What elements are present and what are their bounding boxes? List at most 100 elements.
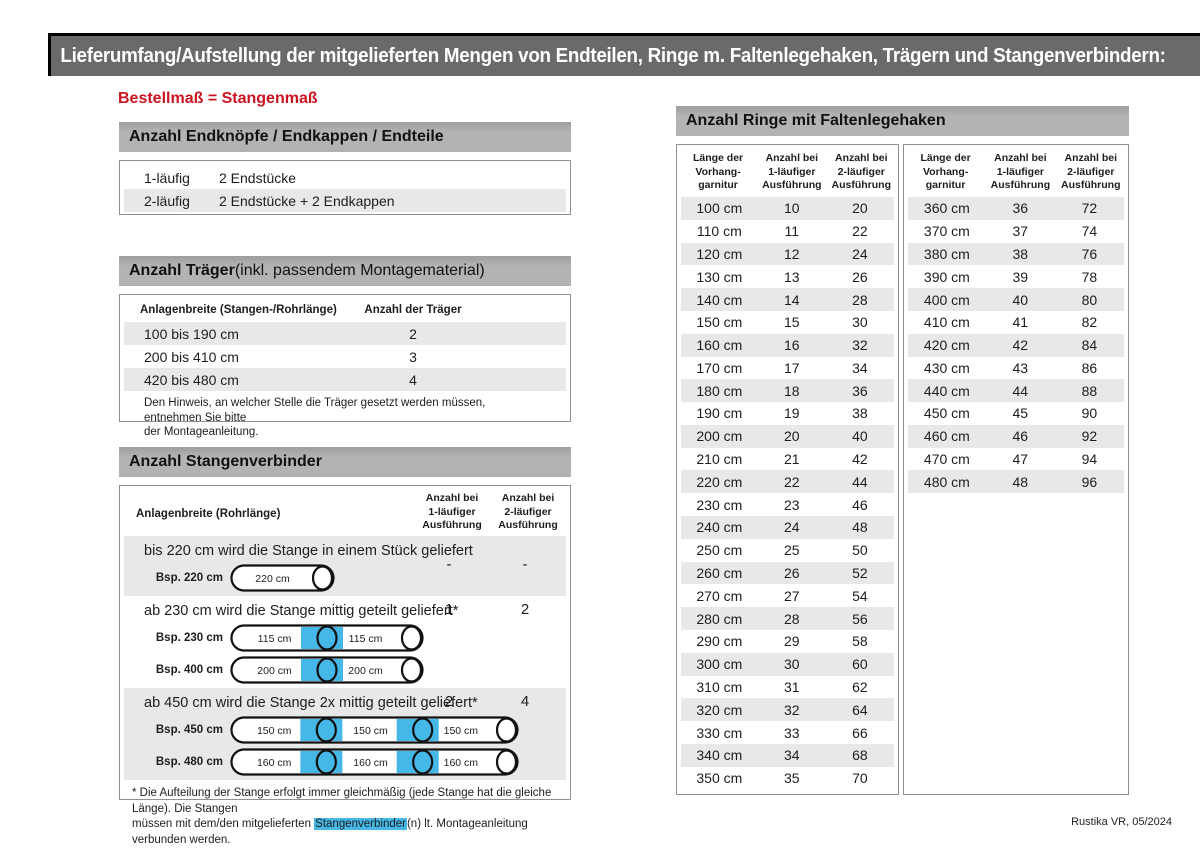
count-2laeufig-cell: 82 [1081,314,1098,331]
table-row: 200 bis 410 cm 3 [124,345,566,368]
length-cell: 200 cm [696,428,743,445]
rod-diagram: 115 cm 115 cm [230,624,424,652]
count-1laeufig-cell: 25 [783,542,800,559]
svg-text:220 cm: 220 cm [255,573,290,585]
length-cell: 380 cm [923,245,970,262]
footnote-post: (n) lt. Montageanleitung verbunden werde… [132,818,528,846]
length-cell: 340 cm [696,747,743,764]
count-2laeufig-cell: 68 [852,747,868,764]
connector-highlight [301,659,343,681]
count-2laeufig-cell: 40 [852,428,868,445]
row-value: 2 Endstücke + 2 Endkappen [219,192,395,209]
table-row: 400 cm 40 80 [908,288,1124,311]
row-label: 2-läufig [144,192,190,209]
count-2laeufig-cell: 46 [852,496,868,513]
table-row: 260 cm 26 52 [681,561,894,585]
table-row: 370 cm 37 74 [908,220,1124,243]
count-2laeufig-cell: 28 [852,291,868,308]
length-cell: 150 cm [696,314,743,331]
count-2laeufig-cell: 94 [1081,451,1098,468]
length-cell: 130 cm [696,268,743,285]
svg-text:115 cm: 115 cm [258,633,292,645]
count-1laeufig-cell: 39 [1012,268,1029,285]
count-2laeufig-cell: 96 [1081,473,1098,490]
count-1laeufig-cell: 22 [783,473,800,490]
table-row: 360 cm 36 72 [908,196,1124,220]
count-1laeufig-cell: 37 [1012,223,1029,240]
rod-example-label: Bsp. 400 cm [155,664,223,676]
section-header-verbinder: Anzahl Stangenverbinder [119,447,571,477]
ringe-rows-2: 360 cm 36 72 370 cm 37 74 380 cm 38 76 390 cm 39 78… [904,196,1128,494]
table-row: 170 cm 17 34 [681,357,894,380]
page-title-bar: Lieferumfang/Aufstellung der mitgeliefer… [48,33,1200,76]
svg-text:160 cm: 160 cm [444,757,479,769]
page-title: Lieferumfang/Aufstellung der mitgeliefer… [60,44,1166,67]
count-1laeufig-cell: 36 [1012,200,1029,217]
count-1laeufig-cell: 26 [783,565,800,582]
rod-diagram: 160 cm 160 cm 160 cm [230,748,519,776]
count-1laeufig-cell: 19 [783,405,800,422]
section-header-verbinder-label: Anzahl Stangenverbinder [129,453,322,470]
count-2laeufig-cell: 52 [852,565,868,582]
svg-text:150 cm: 150 cm [444,725,479,737]
length-cell: 220 cm [696,473,743,490]
count-1laeufig-cell: 45 [1012,405,1029,422]
table-row: 200 cm 20 40 [681,424,894,448]
length-cell: 460 cm [923,428,970,445]
section-header-ringe-label: Anzahl Ringe mit Faltenlegehaken [686,112,946,129]
table-row: 460 cm 46 92 [908,424,1124,448]
verbinder-table: Anlagenbreite (Rohrlänge) Anzahl bei 1-l… [119,485,571,846]
rod-example-row: Bsp. 480 cm 160 cm 160 cm 160 cm [124,747,566,777]
count-1laeufig-cell: 47 [1012,451,1029,468]
count-1laeufig-cell: 2 [444,693,454,710]
rod-example-row: Bsp. 450 cm 150 cm 150 cm 150 cm [124,715,566,745]
rod-example-label: Bsp. 450 cm [155,724,223,736]
count-2laeufig-cell: 50 [852,542,868,559]
length-cell: 470 cm [923,451,970,468]
count-2laeufig-cell: 90 [1081,405,1098,422]
count-1laeufig-cell: 30 [783,656,800,673]
count-1laeufig-cell: 43 [1012,359,1029,376]
ringe-col-2laeufig: Anzahl bei 2-läufiger Ausführung [831,152,892,192]
table-row: 410 cm 41 82 [908,311,1124,334]
length-cell: 360 cm [923,200,970,217]
table-row: 440 cm 44 88 [908,379,1124,403]
count-2laeufig-cell: 70 [852,770,868,787]
rod-diagram: 220 cm [230,564,335,592]
range-cell: 100 bis 190 cm [144,325,239,342]
count-2laeufig-cell: 72 [1081,200,1098,217]
svg-text:160 cm: 160 cm [257,757,292,769]
length-cell: 140 cm [696,291,743,308]
endteile-table: 1-läufig 2 Endstücke 2-läufig 2 Endstücke +… [119,160,571,215]
table-row: 270 cm 27 54 [681,584,894,607]
count-1laeufig-cell: 27 [783,587,800,604]
count-1laeufig-cell: 10 [783,200,800,217]
row-value: 2 Endstücke [219,169,297,186]
traeger-rows: 100 bis 190 cm 2 200 bis 410 cm 3 420 bis 48… [120,322,570,391]
length-cell: 290 cm [696,633,743,650]
ringe-table-1: Länge der Vorhang- garnitur Anzahl bei 1… [676,144,899,795]
count-1laeufig-cell: 17 [783,359,800,376]
document-version: Rustika VR, 05/2024 [1071,816,1172,828]
count-2laeufig-cell: 54 [852,587,868,604]
count-2laeufig-cell: 36 [852,382,868,399]
count-2laeufig-cell: 86 [1081,359,1098,376]
order-measure-note: Bestellmaß = Stangenmaß [118,90,318,107]
table-row: 240 cm 24 48 [681,516,894,539]
count-2laeufig-cell: 76 [1081,245,1098,262]
section-header-traeger-bold: Anzahl Träger [129,262,235,279]
count-1laeufig-cell: 42 [1012,337,1029,354]
count-1laeufig-cell: 24 [783,519,800,536]
count-2laeufig-cell: 60 [852,656,868,673]
ringe-rows-1: 100 cm 10 20 110 cm 11 22 120 cm 12 24 130 cm 13 26… [677,196,898,790]
count-2laeufig-cell: 44 [852,473,868,490]
rod-diagram: 150 cm 150 cm 150 cm [230,716,519,744]
section-header-endteile: Anzahl Endknöpfe / Endkappen / Endteile [119,122,571,152]
section-header-traeger-rest: (inkl. passendem Montagematerial) [234,262,485,279]
svg-text:200 cm: 200 cm [348,665,383,677]
footnote-pre: * Die Aufteilung der Stange erfolgt imme… [132,787,552,831]
traeger-col-anzahl: Anzahl der Träger [364,303,462,316]
connector-highlight [396,751,439,773]
count-2laeufig-cell: 42 [852,451,868,468]
table-row: 220 cm 22 44 [681,470,894,494]
